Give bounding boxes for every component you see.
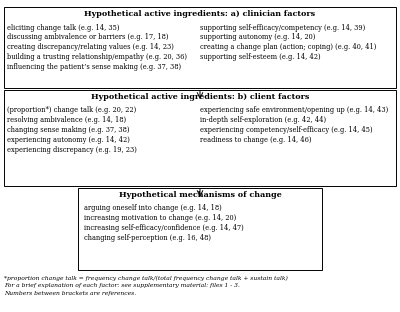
Bar: [4, 7, 396, 88]
Text: Hypothetical active ingredients: a) clinician factors: Hypothetical active ingredients: a) clin…: [84, 10, 316, 18]
Text: experiencing autonomy (e.g. 14, 42): experiencing autonomy (e.g. 14, 42): [7, 136, 130, 144]
Text: increasing motivation to change (e.g. 14, 20): increasing motivation to change (e.g. 14…: [84, 214, 236, 222]
Text: (proportion*) change talk (e.g. 20, 22): (proportion*) change talk (e.g. 20, 22): [7, 106, 136, 115]
Text: eliciting change talk (e.g. 14, 35): eliciting change talk (e.g. 14, 35): [7, 23, 120, 32]
Text: changing sense making (e.g. 37, 38): changing sense making (e.g. 37, 38): [7, 126, 130, 134]
Text: discussing ambivalence or barriers (e.g. 17, 18): discussing ambivalence or barriers (e.g.…: [7, 33, 168, 41]
Text: Numbers between brackets are references.: Numbers between brackets are references.: [4, 291, 136, 296]
Text: supporting self-efficacy/competency (e.g. 14, 39): supporting self-efficacy/competency (e.g…: [200, 23, 365, 32]
Text: resolving ambivalence (e.g. 14, 18): resolving ambivalence (e.g. 14, 18): [7, 116, 126, 124]
Text: changing self-perception (e.g. 16, 48): changing self-perception (e.g. 16, 48): [84, 234, 211, 242]
Text: experiencing competency/self-efficacy (e.g. 14, 45): experiencing competency/self-efficacy (e…: [200, 126, 373, 134]
Text: creating discrepancy/relating values (e.g. 14, 23): creating discrepancy/relating values (e.…: [7, 43, 174, 51]
Text: creating a change plan (action; coping) (e.g. 40, 41): creating a change plan (action; coping) …: [200, 43, 376, 51]
Text: supporting self-esteem (e.g. 14, 42): supporting self-esteem (e.g. 14, 42): [200, 53, 321, 61]
Text: influencing the patient’s sense making (e.g. 37, 38): influencing the patient’s sense making (…: [7, 63, 181, 71]
Text: increasing self-efficacy/confidence (e.g. 14, 47): increasing self-efficacy/confidence (e.g…: [84, 224, 244, 232]
Text: Hypothetical active ingredients: b) client factors: Hypothetical active ingredients: b) clie…: [91, 93, 309, 101]
Text: For a brief explanation of each factor: see supplementary material: files 1 - 3.: For a brief explanation of each factor: …: [4, 284, 240, 289]
Bar: [4, 90, 396, 186]
Text: experiencing safe environment/opening up (e.g. 14, 43): experiencing safe environment/opening up…: [200, 106, 388, 115]
Text: in-depth self-exploration (e.g. 42, 44): in-depth self-exploration (e.g. 42, 44): [200, 116, 326, 124]
Text: arguing oneself into change (e.g. 14, 18): arguing oneself into change (e.g. 14, 18…: [84, 204, 222, 212]
Text: experiencing discrepancy (e.g. 19, 23): experiencing discrepancy (e.g. 19, 23): [7, 146, 137, 154]
Text: Hypothetical mechanisms of change: Hypothetical mechanisms of change: [119, 191, 281, 199]
Text: supporting autonomy (e.g. 14, 20): supporting autonomy (e.g. 14, 20): [200, 33, 315, 41]
Text: *proportion change talk = frequency change talk/(total frequency change talk + s: *proportion change talk = frequency chan…: [4, 276, 288, 281]
Bar: [78, 188, 322, 270]
Text: readiness to change (e.g. 14, 46): readiness to change (e.g. 14, 46): [200, 136, 312, 144]
Text: building a trusting relationship/empathy (e.g. 20, 36): building a trusting relationship/empathy…: [7, 53, 187, 61]
